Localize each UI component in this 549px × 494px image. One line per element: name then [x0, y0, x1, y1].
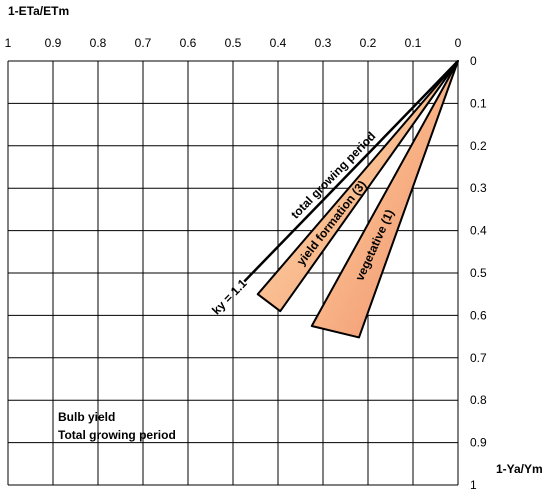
y-tick-label: 0.8: [470, 393, 487, 407]
x-tick-label: 0.3: [315, 36, 332, 50]
y-axis-title: 1-Ya/Ym: [496, 462, 543, 476]
y-tick-label: 1: [470, 478, 477, 492]
x-tick-label: 0.7: [135, 36, 152, 50]
total-growing-period-line: [243, 60, 459, 283]
x-tick-label: 0.2: [360, 36, 377, 50]
y-tick-label: 0.6: [470, 308, 487, 322]
wedges: [256, 60, 459, 339]
x-tick-label: 0.1: [405, 36, 422, 50]
x-tick-label: 0.5: [225, 36, 242, 50]
y-tick-label: 0.2: [470, 139, 487, 153]
total-growing-period-segment: [243, 60, 459, 283]
y-tick-label: 0.1: [470, 96, 487, 110]
grid: [7, 60, 459, 486]
y-tick-label: 0.3: [470, 181, 487, 195]
x-tick-labels: 1 0.9 0.8 0.7 0.6 0.5 0.4 0.3 0.2 0.1 0: [5, 36, 462, 50]
y-tick-label: 0: [470, 54, 477, 68]
wedge-1: [256, 60, 459, 313]
x-tick-label: 1: [5, 36, 12, 50]
x-tick-label: 0.9: [45, 36, 62, 50]
annotation-bulb-yield: Bulb yield: [58, 410, 115, 424]
x-tick-label: 0.8: [90, 36, 107, 50]
x-tick-label: 0: [455, 36, 462, 50]
y-tick-label: 0.5: [470, 266, 487, 280]
y-tick-label: 0.7: [470, 351, 487, 365]
annotation-total-growing-period: Total growing period: [58, 428, 176, 442]
y-tick-label: 0.9: [470, 436, 487, 450]
y-tick-labels: 0 0.1 0.2 0.3 0.4 0.5 0.6 0.7 0.8 0.9 1: [470, 54, 487, 492]
y-tick-label: 0.4: [470, 224, 487, 238]
line-label-ky: ky = 1.1: [209, 276, 250, 317]
wedge-0: [310, 60, 459, 339]
x-tick-label: 0.4: [270, 36, 287, 50]
x-tick-label: 0.6: [180, 36, 197, 50]
x-axis-title: 1-ETa/ETm: [8, 4, 69, 18]
